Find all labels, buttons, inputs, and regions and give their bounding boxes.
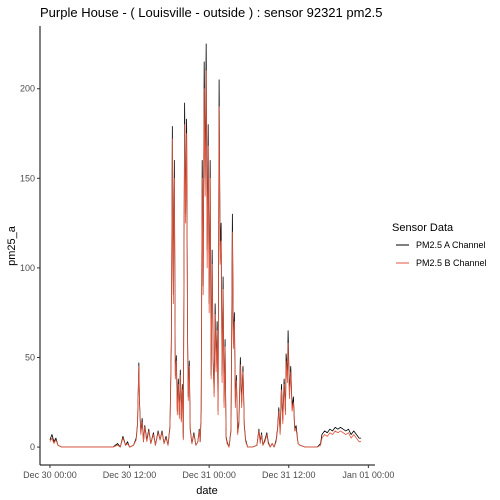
y-tick-label: 200 (20, 84, 35, 94)
legend-label-a: PM2.5 A Channel (416, 240, 486, 250)
x-tick-label: Dec 30 00:00 (23, 470, 77, 480)
legend-title: Sensor Data (392, 222, 454, 234)
y-tick-label: 100 (20, 263, 35, 273)
series-line-b (49, 70, 362, 448)
axes: 0 50 100 150 200 Dec 30 00:00 Dec 30 12:00 Dec … (20, 26, 394, 480)
x-tick-label: Dec 30 12:00 (103, 470, 157, 480)
y-axis-title: pm25_a (6, 225, 18, 266)
chart-title: Purple House - ( Louisville - outside ) … (40, 5, 383, 20)
legend: Sensor Data PM2.5 A Channel PM2.5 B Chann… (392, 222, 487, 268)
legend-label-b: PM2.5 B Channel (416, 258, 487, 268)
y-tick-label: 150 (20, 173, 35, 183)
x-tick-label: Dec 31 12:00 (262, 470, 316, 480)
x-axis-title: date (196, 485, 217, 497)
y-tick-label: 0 (30, 442, 35, 452)
y-tick-label: 50 (25, 352, 35, 362)
x-tick-label: Jan 01 00:00 (342, 470, 394, 480)
x-tick-label: Dec 31 00:00 (182, 470, 236, 480)
plot-area (49, 43, 362, 448)
